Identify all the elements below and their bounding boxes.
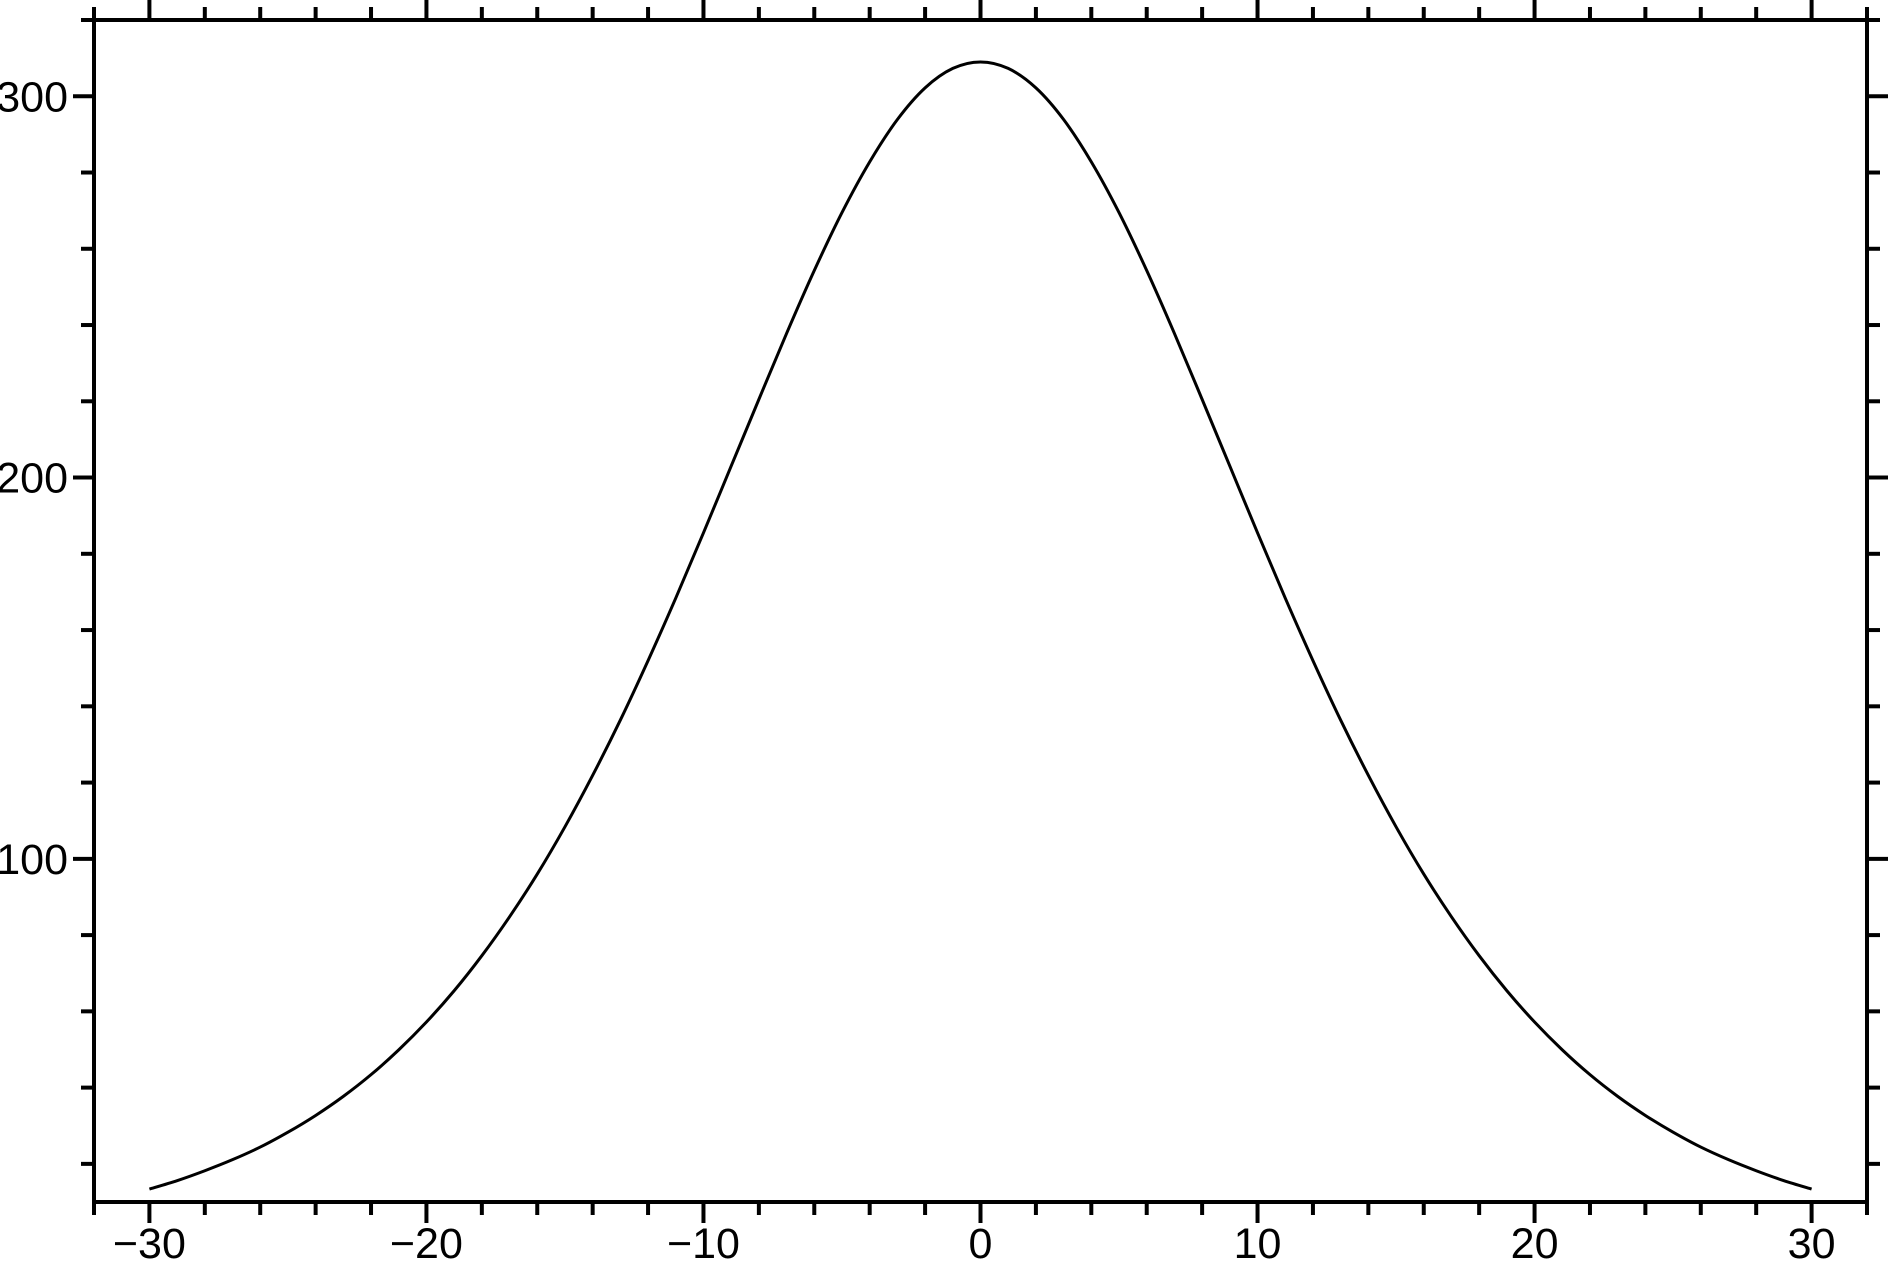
x-tick-label: 10 <box>1234 1220 1282 1263</box>
y-tick-label: 200 <box>0 455 68 503</box>
x-tick-label: −10 <box>667 1220 740 1263</box>
x-tick-label: 0 <box>969 1220 993 1263</box>
y-tick-label: 100 <box>0 836 68 884</box>
x-tick-label: −30 <box>113 1220 186 1263</box>
x-tick-label: −20 <box>390 1220 463 1263</box>
x-tick-label: 20 <box>1511 1220 1559 1263</box>
plot-frame <box>92 18 1869 1204</box>
x-tick-label: 30 <box>1788 1220 1836 1263</box>
y-tick-label: 300 <box>0 73 68 121</box>
curve-path <box>148 60 1813 1191</box>
